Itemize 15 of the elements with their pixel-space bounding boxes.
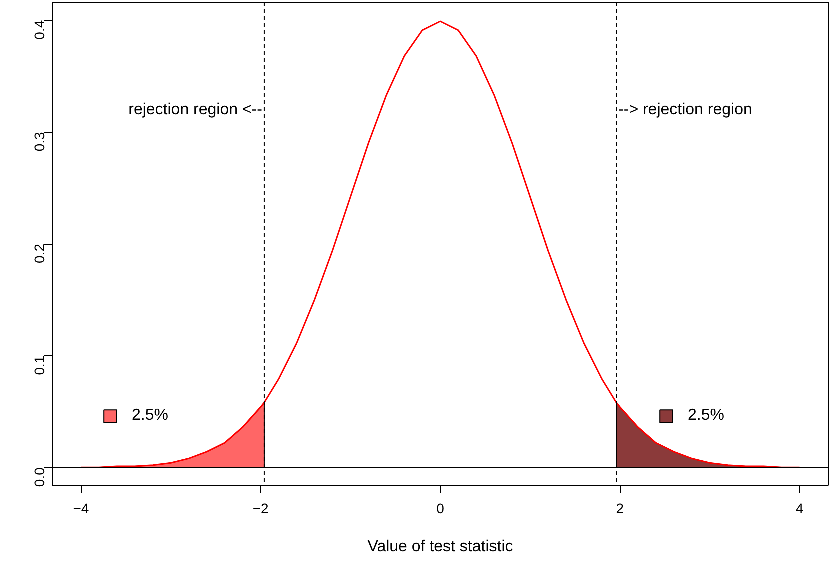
annotation: rejection region <-- (128, 101, 262, 118)
legend-label: 2.5% (688, 407, 724, 425)
y-tick-label: 0.2 (32, 244, 48, 264)
y-tick-label: 0.0 (32, 467, 48, 488)
x-tick-label: 4 (796, 500, 804, 516)
y-tick-label: 0.4 (32, 20, 48, 40)
x-axis-title: Value of test statistic (368, 538, 514, 556)
x-tick-label: −2 (252, 500, 270, 516)
y-tick-label: 0.3 (32, 132, 48, 152)
x-tick-label: 0 (436, 500, 445, 516)
y-tick-label: 0.1 (32, 356, 48, 376)
x-tick-label: −4 (73, 500, 90, 516)
annotation: --> rejection region (618, 101, 752, 118)
legend-label: 2.5% (132, 407, 168, 425)
x-tick-label: 2 (616, 500, 624, 516)
